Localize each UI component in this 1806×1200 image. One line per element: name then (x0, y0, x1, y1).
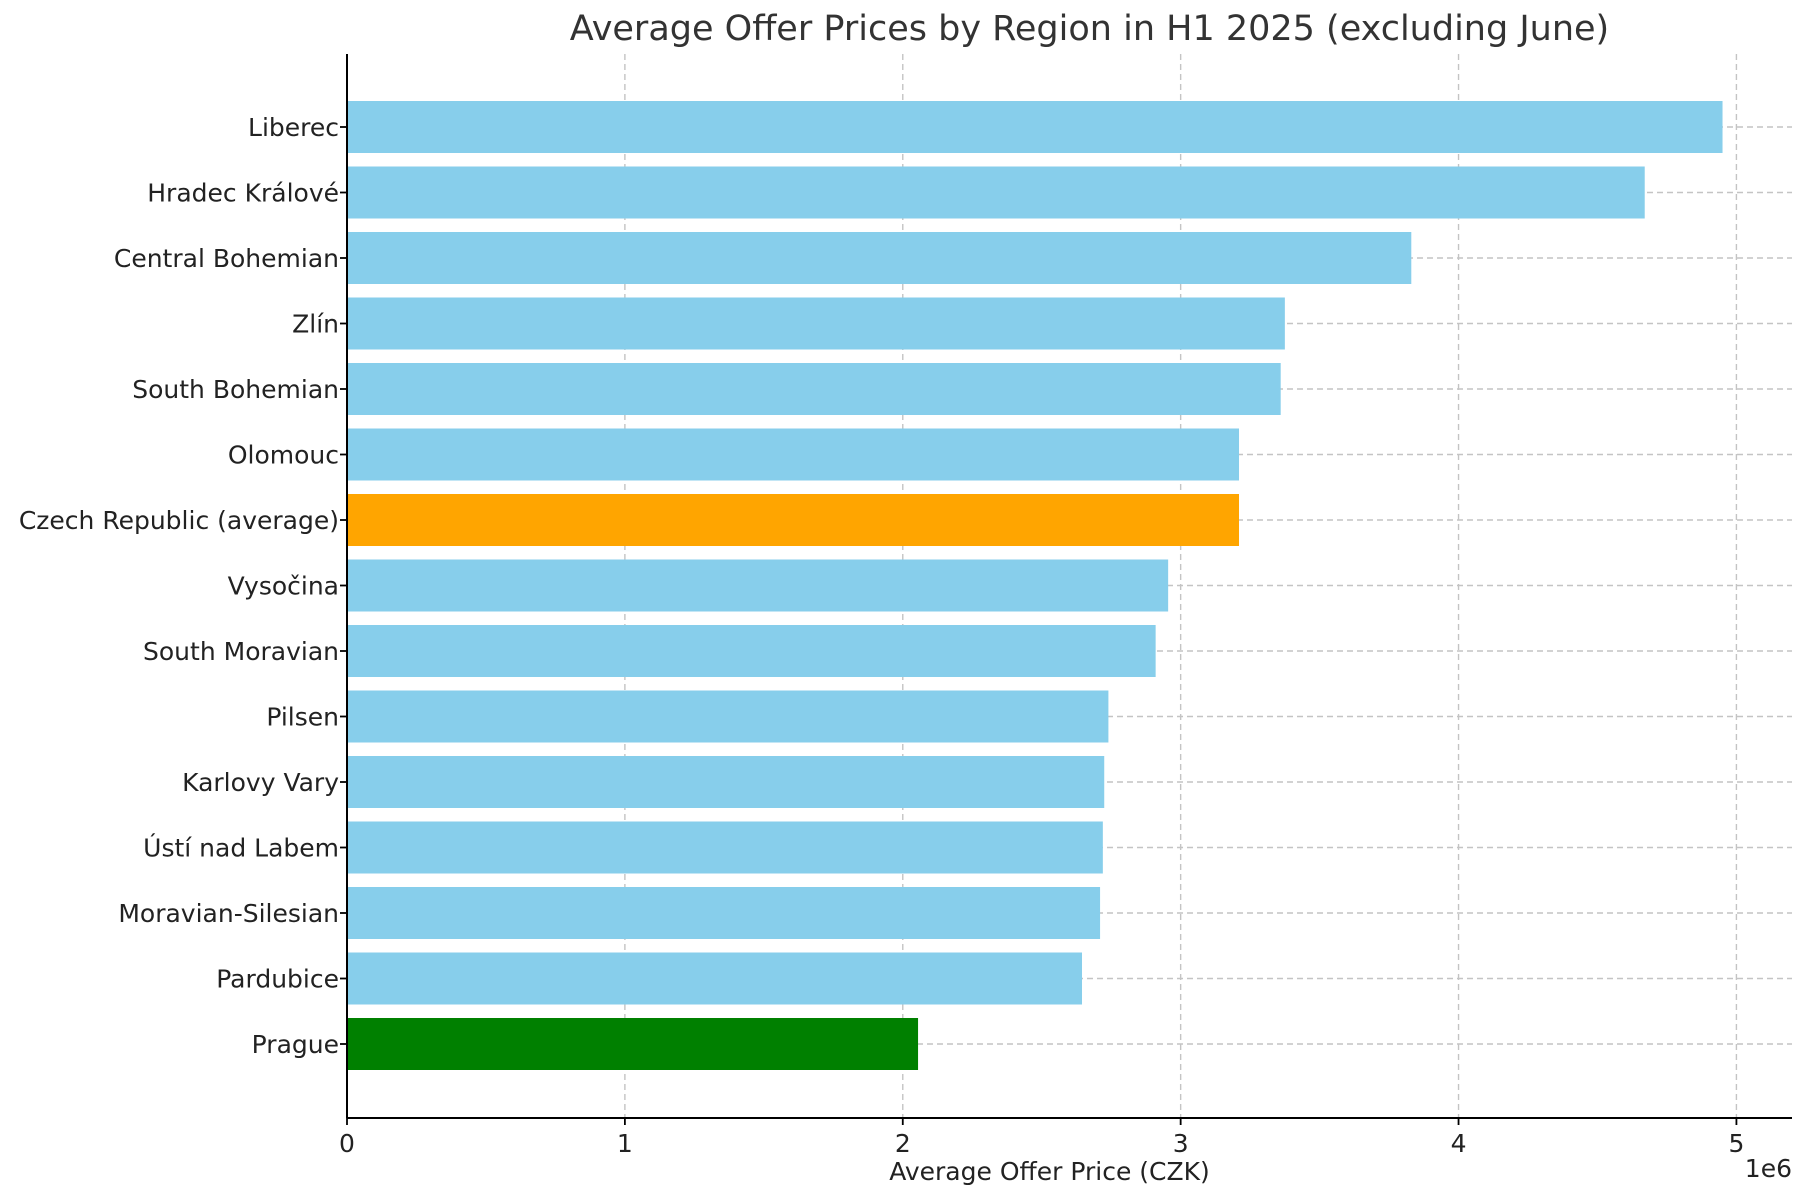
y-tick-label: Olomouc (228, 441, 339, 470)
bar (347, 952, 1083, 1005)
bar (347, 494, 1240, 546)
bar (347, 690, 1109, 743)
y-tick-label: Pilsen (266, 703, 339, 732)
ticks-layer: Liberec Hradec Králové Central Bohemian Zlí… (19, 113, 1745, 1158)
y-tick-label: Central Bohemian (114, 244, 339, 273)
y-tick-label: South Bohemian (132, 375, 339, 404)
y-tick-label: South Moravian (143, 637, 339, 666)
bar (347, 559, 1169, 612)
x-axis-scale-label: 1e6 (1745, 1154, 1792, 1183)
x-tick-label: 0 (339, 1129, 355, 1158)
y-tick-label: Ústí nad Labem (143, 833, 339, 863)
bar (347, 428, 1240, 481)
x-axis-label: Average Offer Price (CZK) (889, 1157, 1210, 1186)
x-tick-label: 5 (1728, 1129, 1744, 1158)
chart-title: Average Offer Prices by Region in H1 202… (570, 9, 1609, 49)
y-tick-label: Pardubice (216, 965, 339, 994)
bar (347, 101, 1723, 153)
bar (347, 297, 1285, 350)
bar (347, 363, 1281, 415)
bar (347, 756, 1105, 808)
bar (347, 821, 1103, 874)
bar (347, 232, 1412, 284)
y-tick-label: Czech Republic (average) (19, 506, 339, 535)
x-tick-label: 3 (1173, 1129, 1189, 1158)
bar (347, 887, 1101, 939)
bar (347, 625, 1156, 677)
y-tick-label: Zlín (292, 310, 339, 339)
bar (347, 1018, 919, 1070)
y-tick-label: Moravian-Silesian (118, 899, 339, 928)
y-tick-label: Karlovy Vary (182, 768, 339, 797)
x-tick-label: 1 (617, 1129, 633, 1158)
bar (347, 166, 1645, 219)
y-tick-label: Liberec (248, 113, 339, 142)
x-tick-label: 2 (895, 1129, 911, 1158)
y-tick-label: Prague (252, 1030, 339, 1059)
x-tick-label: 4 (1451, 1129, 1467, 1158)
bars-layer (347, 101, 1723, 1070)
y-tick-label: Vysočina (228, 572, 339, 601)
y-tick-label: Hradec Králové (147, 179, 339, 208)
